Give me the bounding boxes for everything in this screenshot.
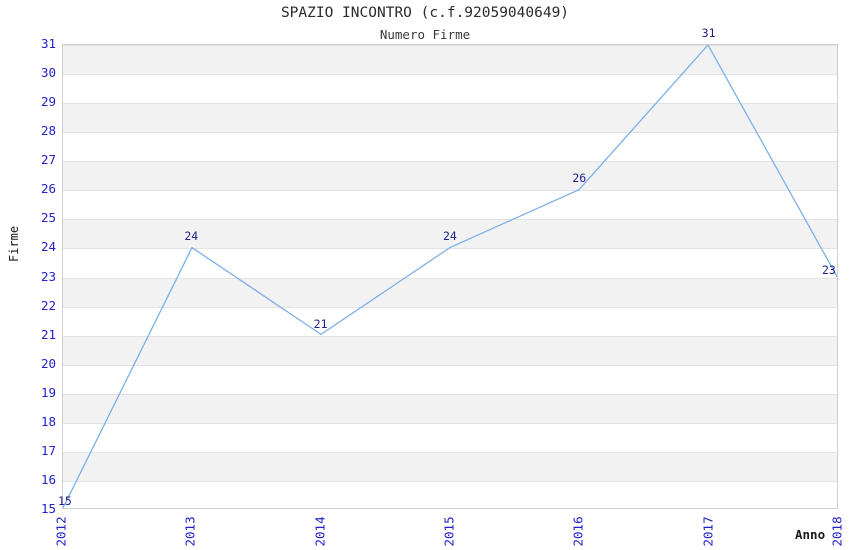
gridline bbox=[63, 161, 837, 162]
y-axis-tick-label: 26 bbox=[40, 181, 56, 197]
y-axis-tick-label: 25 bbox=[40, 210, 56, 226]
gridline bbox=[63, 394, 837, 395]
y-axis-tick-label: 24 bbox=[40, 239, 56, 255]
background-band bbox=[63, 451, 837, 481]
y-axis-tick-labels: 15 16 17 18 19 20 21 22 23 24 25 26 27 28 29 30 31 bbox=[0, 0, 56, 550]
y-axis-tick-label: 31 bbox=[40, 36, 56, 51]
chart-title: SPAZIO INCONTRO (c.f.92059040649) bbox=[280, 5, 570, 21]
background-band bbox=[63, 161, 837, 191]
x-axis-tick-label: 2016 bbox=[570, 515, 586, 546]
y-axis-tick-label: 28 bbox=[40, 123, 56, 139]
y-axis-tick-label: 27 bbox=[40, 152, 56, 168]
y-axis-tick-label: 15 bbox=[40, 501, 56, 516]
gridline bbox=[63, 336, 837, 337]
background-band bbox=[63, 103, 837, 133]
x-axis-title: Anno bbox=[795, 527, 826, 542]
x-axis-tick-label: 2015 bbox=[441, 515, 457, 546]
gridline bbox=[63, 307, 837, 308]
gridline bbox=[63, 74, 837, 75]
series-line-numero-firme bbox=[63, 45, 837, 508]
y-axis-tick-label: 16 bbox=[40, 471, 56, 487]
x-axis-tick-labels: 2012 2013 2014 2015 2016 2017 2018 bbox=[0, 509, 850, 550]
gridline bbox=[63, 481, 837, 482]
gridline bbox=[63, 45, 837, 46]
gridline bbox=[63, 278, 837, 279]
gridline bbox=[63, 365, 837, 366]
x-axis-tick-label: 2014 bbox=[312, 515, 328, 546]
background-band bbox=[63, 335, 837, 365]
y-axis-tick-label: 30 bbox=[40, 65, 56, 81]
y-axis-tick-label: 29 bbox=[40, 94, 56, 110]
gridline bbox=[63, 132, 837, 133]
gridline bbox=[63, 219, 837, 220]
y-axis-tick-label: 19 bbox=[40, 384, 56, 400]
background-band bbox=[63, 393, 837, 423]
gridline bbox=[63, 452, 837, 453]
background-band bbox=[63, 277, 837, 307]
x-axis-tick-label: 2013 bbox=[182, 515, 198, 546]
y-axis-tick-label: 21 bbox=[40, 326, 56, 342]
background-band bbox=[63, 45, 837, 75]
y-axis-tick-label: 22 bbox=[40, 297, 56, 313]
plot-area bbox=[62, 44, 838, 509]
y-axis-tick-label: 20 bbox=[40, 355, 56, 371]
y-axis-tick-label: 23 bbox=[40, 268, 56, 284]
gridline bbox=[63, 190, 837, 191]
series-line-layer bbox=[63, 45, 837, 508]
gridline bbox=[63, 423, 837, 424]
background-band bbox=[63, 219, 837, 249]
y-axis-tick-label: 17 bbox=[40, 442, 56, 458]
x-axis-tick-label: 2012 bbox=[53, 515, 69, 546]
x-axis-tick-label: 2017 bbox=[700, 515, 716, 546]
gridline bbox=[63, 103, 837, 104]
x-axis-tick-label: 2018 bbox=[829, 515, 845, 546]
chart-subtitle: Numero Firme bbox=[379, 27, 471, 42]
gridline bbox=[63, 248, 837, 249]
y-axis-tick-label: 18 bbox=[40, 413, 56, 429]
